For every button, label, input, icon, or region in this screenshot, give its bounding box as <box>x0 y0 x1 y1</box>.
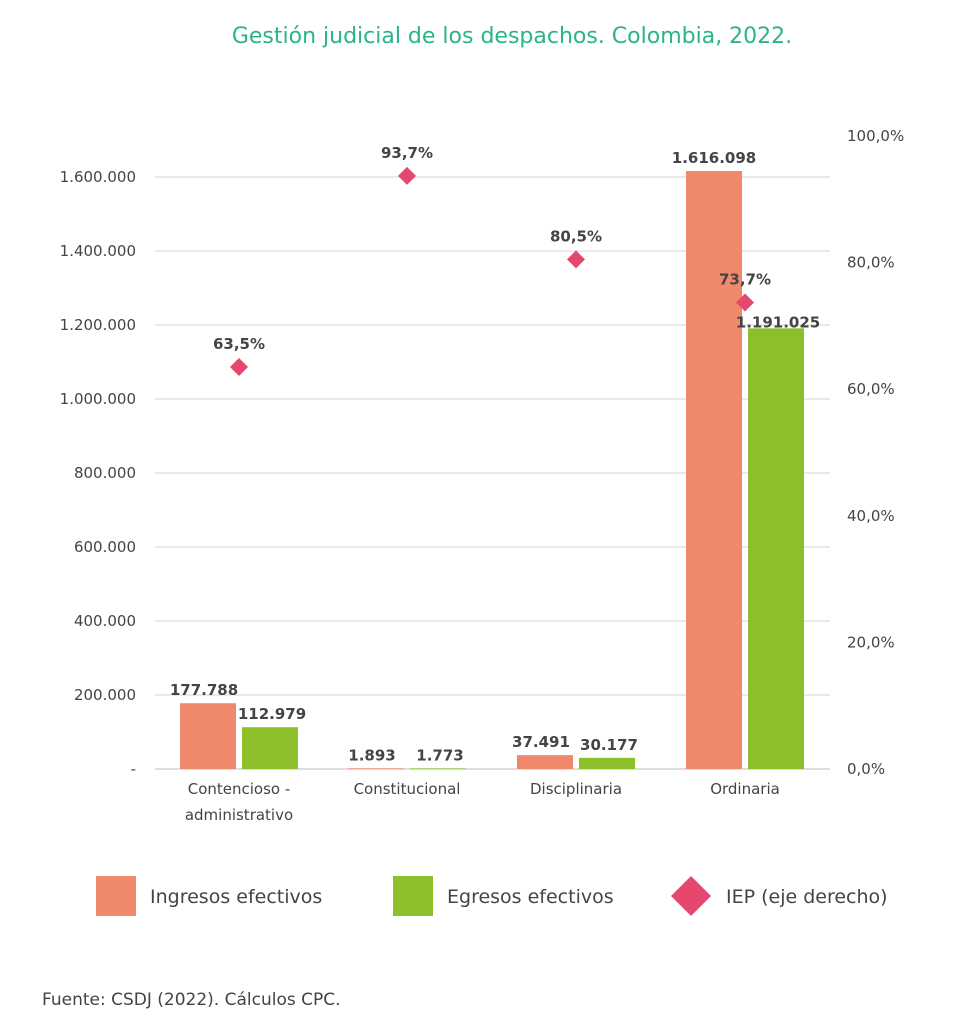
left-tick-label: 1.400.000 <box>60 242 136 260</box>
source-note: Fuente: CSDJ (2022). Cálculos CPC. <box>42 990 341 1010</box>
bar-ingresos <box>517 755 573 769</box>
right-tick-label: 20,0% <box>847 633 895 651</box>
iep-marker <box>230 358 248 377</box>
right-tick-label: 60,0% <box>847 380 895 398</box>
right-tick-label: 40,0% <box>847 507 895 525</box>
left-tick-label: 200.000 <box>74 686 136 704</box>
left-tick-label: 1.000.000 <box>60 390 136 408</box>
bar-ingresos <box>348 768 404 770</box>
legend: Ingresos efectivos Egresos efectivos IEP (… <box>96 876 888 916</box>
data-label-iep: 73,7% <box>719 270 771 288</box>
left-tick-label: 1.200.000 <box>60 316 136 334</box>
left-axis: - 200.000 400.000 600.000 800.000 1.000.000 1.… <box>60 168 136 778</box>
iep-marker <box>398 166 416 185</box>
bar-ingresos <box>686 171 742 769</box>
bar-egresos <box>410 768 466 770</box>
legend-swatch <box>393 876 433 916</box>
chart-title: Gestión judicial de los despachos. Colom… <box>231 24 793 49</box>
data-label-ingresos: 37.491 <box>512 733 570 751</box>
data-label-egresos: 1.191.025 <box>736 313 820 331</box>
legend-label: Egresos efectivos <box>447 886 614 908</box>
data-label-iep: 80,5% <box>550 227 602 245</box>
iep-marker <box>736 293 754 312</box>
right-axis: 0,0% 20,0% 40,0% 60,0% 80,0% 100,0% <box>847 127 904 778</box>
iep-markers <box>230 166 754 377</box>
right-tick-label: 0,0% <box>847 760 885 778</box>
legend-swatch <box>671 876 711 916</box>
category-label: Disciplinaria <box>530 780 622 798</box>
category-label: Ordinaria <box>710 780 780 798</box>
category-label: administrativo <box>185 806 293 824</box>
left-tick-label: 400.000 <box>74 612 136 630</box>
data-label-ingresos: 1.893 <box>348 746 395 764</box>
right-tick-label: 100,0% <box>847 127 904 145</box>
category-label: Constitucional <box>354 780 461 798</box>
bar-egresos <box>748 328 804 769</box>
legend-swatch <box>96 876 136 916</box>
left-tick-label: 1.600.000 <box>60 168 136 186</box>
category-axis: Contencioso - administrativo Constituciona… <box>185 780 780 824</box>
data-label-ingresos: 177.788 <box>170 681 238 699</box>
right-tick-label: 80,0% <box>847 254 895 272</box>
bar-ingresos <box>180 703 236 769</box>
bar-egresos <box>579 757 635 769</box>
left-tick-label: 600.000 <box>74 538 136 556</box>
left-tick-label: 800.000 <box>74 464 136 482</box>
data-label-ingresos: 1.616.098 <box>672 149 756 167</box>
bars <box>180 171 804 770</box>
data-label-egresos: 30.177 <box>580 736 638 754</box>
data-label-egresos: 112.979 <box>238 705 306 723</box>
legend-label: IEP (eje derecho) <box>726 886 888 908</box>
data-label-egresos: 1.773 <box>416 746 463 764</box>
iep-marker <box>567 250 585 269</box>
bar-egresos <box>242 727 298 769</box>
legend-label: Ingresos efectivos <box>150 886 322 908</box>
data-label-iep: 63,5% <box>213 335 265 353</box>
category-label: Contencioso - <box>188 780 291 798</box>
data-label-iep: 93,7% <box>381 144 433 162</box>
left-tick-label: - <box>131 760 136 778</box>
